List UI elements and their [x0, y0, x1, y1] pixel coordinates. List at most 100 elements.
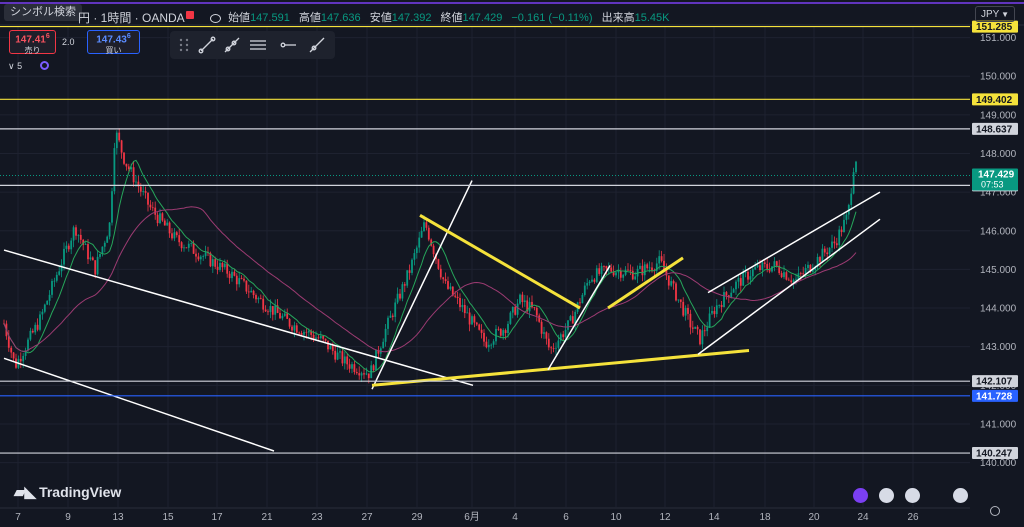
candle-body: [94, 260, 97, 275]
candle-body: [819, 256, 821, 262]
candle-body: [463, 304, 466, 314]
candle-body: [151, 207, 154, 209]
candle-body: [199, 256, 202, 260]
indicator-settings-icon[interactable]: [40, 61, 49, 70]
us-flag-icon[interactable]: [953, 488, 968, 503]
candle-body: [521, 294, 524, 303]
extended-line-icon[interactable]: [307, 35, 327, 55]
candle-body: [317, 337, 320, 339]
symbol-title[interactable]: 円 · 1時間 · OANDA: [78, 11, 185, 25]
buy-button[interactable]: 147.436 買い: [87, 30, 140, 55]
candle-body: [48, 294, 51, 301]
settings-icon[interactable]: [990, 506, 1000, 516]
candle-body: [154, 207, 157, 215]
candle-body: [247, 291, 250, 293]
us-flag-icon[interactable]: [905, 488, 920, 503]
candle-body: [591, 279, 593, 282]
candle-body: [509, 312, 512, 324]
y-tick-label: 149.000: [980, 110, 1017, 121]
x-tick-label: 13: [112, 512, 124, 523]
trend-line: [371, 349, 750, 387]
candle-body: [437, 259, 440, 269]
currency-select[interactable]: JPY ▼: [975, 6, 1015, 22]
candle-body: [430, 239, 433, 246]
candle-body: [759, 265, 761, 271]
candle-body: [833, 241, 836, 244]
sell-button[interactable]: 147.416 売り: [9, 30, 56, 55]
ray-icon[interactable]: [222, 35, 242, 55]
candle-body: [761, 262, 764, 271]
trendline-icon[interactable]: [197, 35, 217, 55]
candle-body: [334, 350, 337, 360]
candle-body: [773, 261, 776, 267]
candle-body: [771, 266, 773, 272]
flash-icon[interactable]: [853, 488, 868, 503]
horizontal-ray-icon[interactable]: [278, 35, 298, 55]
candle-body: [569, 316, 572, 321]
parallel-channel-icon[interactable]: [248, 35, 268, 55]
candle-body: [499, 328, 502, 336]
candle-body: [451, 286, 454, 296]
candle-body: [821, 248, 824, 262]
candle-body: [257, 297, 260, 300]
ohlc-readout: 始値147.591 高値147.636 安値147.392 終値147.429 …: [210, 9, 675, 25]
candle-body: [519, 294, 521, 304]
candle-body: [351, 364, 353, 369]
x-tick-label: 6: [563, 512, 569, 523]
y-tick-label: 141.000: [980, 419, 1017, 430]
trend-line: [3, 357, 275, 452]
candle-body: [672, 281, 675, 284]
y-tick-label: 140.000: [980, 458, 1017, 469]
candle-body: [123, 152, 125, 164]
level-label: 151.285: [976, 22, 1013, 33]
level-label-bg: [972, 375, 1018, 388]
level-label: 142.107: [976, 377, 1013, 388]
symbol-search-button[interactable]: シンボル検索: [4, 4, 82, 21]
candle-body: [211, 259, 214, 267]
candle-body: [19, 358, 22, 362]
candle-body: [106, 236, 109, 243]
candle-body: [382, 341, 385, 349]
candle-body: [605, 266, 608, 269]
candle-body: [269, 306, 272, 313]
candle-body: [84, 244, 87, 245]
candle-body: [826, 252, 829, 255]
candle-body: [420, 231, 423, 238]
candle-body: [586, 283, 589, 286]
candle-body: [514, 306, 517, 315]
candle-body: [89, 257, 92, 260]
candle-body: [531, 301, 533, 308]
candle-body: [600, 266, 603, 274]
candle-body: [384, 328, 387, 342]
candle-body: [10, 347, 13, 353]
candle-body: [814, 266, 817, 270]
candle-body: [533, 307, 536, 309]
candle-body: [595, 268, 598, 282]
candle-body: [439, 268, 442, 278]
level-label: 149.402: [976, 95, 1013, 106]
candle-body: [147, 192, 149, 205]
indicator-toggle[interactable]: ∨ 5: [8, 61, 23, 71]
x-tick-label: 26: [907, 512, 919, 523]
sell-price: 147.41: [15, 34, 46, 46]
candle-body: [67, 245, 70, 250]
candle-body: [432, 245, 435, 255]
trend-line: [419, 214, 581, 310]
candle-body: [173, 232, 176, 239]
candle-body: [504, 330, 507, 333]
candle-body: [401, 284, 404, 299]
ohlc-open-value: 147.591: [250, 12, 290, 24]
candle-body: [559, 334, 562, 341]
candle-body: [72, 227, 75, 241]
y-tick-label: 150.000: [980, 72, 1017, 83]
eye-icon[interactable]: [210, 13, 221, 23]
candle-body: [485, 341, 488, 348]
candle-body: [629, 270, 632, 272]
us-flag-icon[interactable]: [879, 488, 894, 503]
candle-body: [699, 329, 701, 345]
candle-body: [747, 271, 749, 280]
drag-handle-icon[interactable]: [174, 35, 194, 55]
candle-body: [413, 253, 416, 260]
candle-body: [682, 301, 685, 316]
